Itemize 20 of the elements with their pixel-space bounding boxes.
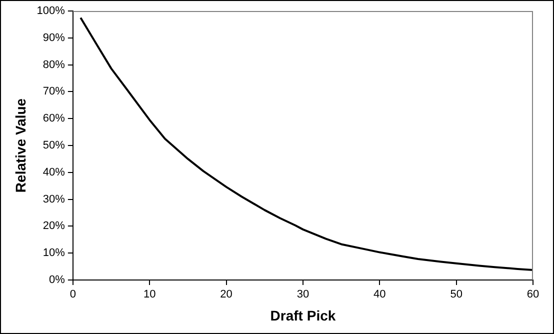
x-tick-label: 30 [296,288,310,301]
x-axis-title: Draft Pick [270,307,336,324]
y-axis-title: Relative Value [12,98,28,193]
y-tick-label: 90% [42,32,66,44]
y-tick-label: 100% [36,5,66,18]
y-tick-label: 30% [42,193,66,206]
x-tick-label: 0 [70,288,76,301]
y-tick-label: 40% [42,166,66,178]
y-tick-label: 60% [42,112,66,125]
y-tick-label: 50% [42,140,66,152]
x-tick-label: 10 [143,288,156,301]
y-tick-label: 70% [42,86,66,98]
y-tick-label: 20% [42,220,66,232]
x-tick-label: 50 [450,288,462,301]
y-tick-label: 0% [49,274,66,286]
x-tick-label: 20 [220,288,232,301]
x-tick-label: 60 [526,288,540,301]
y-tick-label: 10% [42,247,66,260]
x-tick-label: 40 [374,288,386,301]
y-tick-label: 80% [42,58,66,71]
